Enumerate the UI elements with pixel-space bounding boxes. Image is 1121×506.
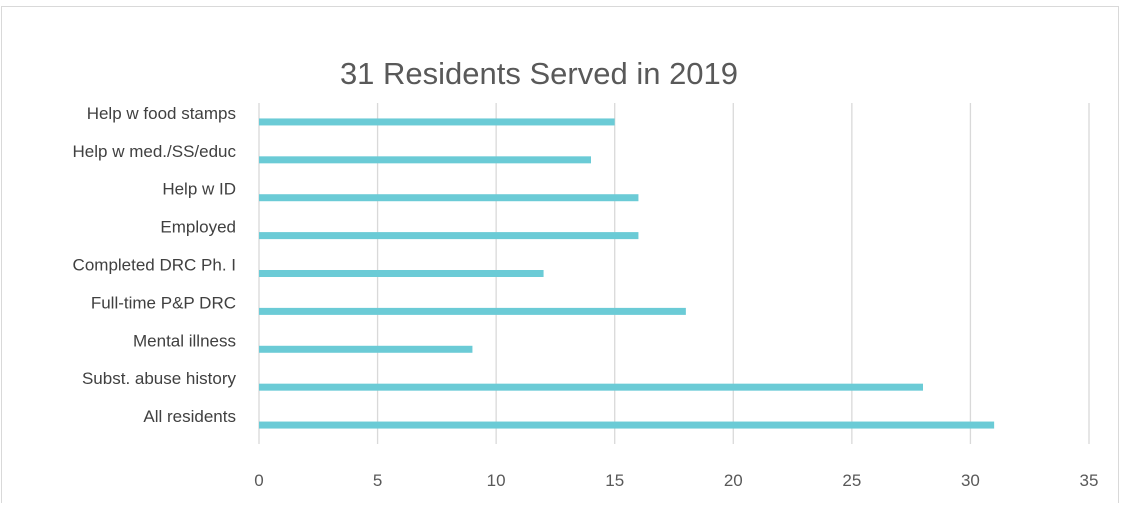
x-tick-label: 10: [487, 471, 506, 490]
category-label: Completed DRC Ph. I: [73, 256, 236, 275]
category-label: Mental illness: [133, 331, 236, 350]
bar: [259, 307, 686, 315]
category-label: All residents: [143, 407, 236, 426]
x-tick-label: 0: [254, 471, 263, 490]
chart-frame: [1, 6, 1119, 503]
x-tick-label: 30: [961, 471, 980, 490]
bar: [259, 194, 639, 202]
x-tick-label: 25: [842, 471, 861, 490]
x-tick-label: 35: [1080, 471, 1099, 490]
bar: [259, 421, 995, 429]
category-label: Employed: [160, 218, 236, 237]
bar: [259, 118, 615, 126]
bars: [259, 118, 995, 429]
category-label: Help w ID: [162, 180, 236, 199]
x-tick-label: 20: [724, 471, 743, 490]
x-axis-tick-labels: 0 5 10 15 20 25 30 35: [254, 471, 1098, 490]
category-label: Help w food stamps: [87, 104, 236, 123]
bar: [259, 156, 591, 164]
category-label: Help w med./SS/educ: [73, 142, 237, 161]
bar: [259, 383, 923, 391]
category-label: Full-time P&P DRC: [91, 293, 236, 312]
category-label: Subst. abuse history: [82, 369, 237, 388]
bar: [259, 270, 544, 277]
bar: [259, 345, 473, 353]
x-tick-label: 5: [373, 471, 382, 490]
bar: [259, 232, 639, 240]
x-tick-label: 15: [605, 471, 624, 490]
category-labels: Help w food stamps Help w med./SS/educ Hel…: [73, 104, 237, 426]
chart-title: 31 Residents Served in 2019: [340, 56, 738, 91]
